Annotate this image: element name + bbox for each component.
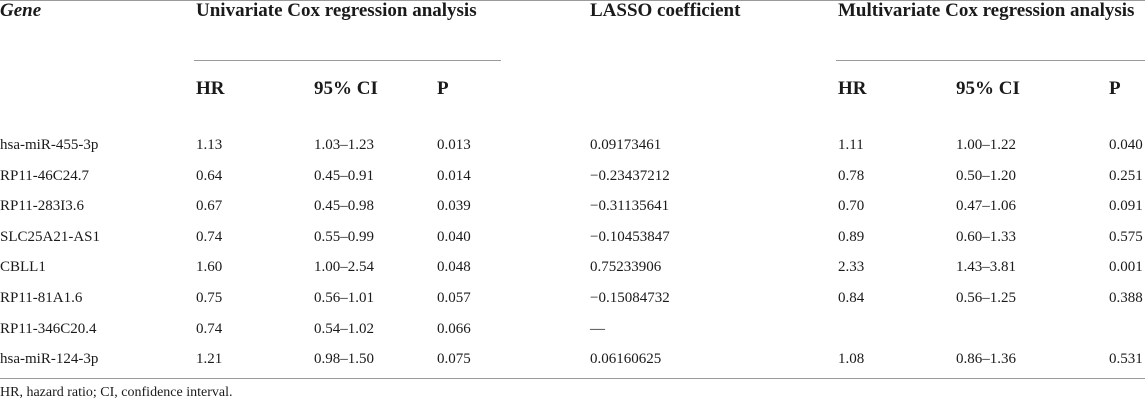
cell-uni-p: 0.066 xyxy=(437,320,471,337)
cell-uni-ci: 0.98–1.50 xyxy=(314,351,374,368)
cell-uni-hr: 1.60 xyxy=(196,259,223,276)
cell-multi-p: 0.531 xyxy=(1109,351,1143,368)
subheader-multi-ci: 95% CI xyxy=(956,78,1020,99)
cell-multi-p: 0.388 xyxy=(1109,290,1143,306)
cell-uni-hr: 0.64 xyxy=(196,167,223,184)
cell-multi-ci: 0.60–1.33 xyxy=(956,228,1016,245)
cell-multi-hr: 1.08 xyxy=(838,351,865,368)
cell-gene: RP11-283I3.6 xyxy=(0,198,85,215)
cell-uni-ci: 1.00–2.54 xyxy=(314,259,374,276)
cell-gene: SLC25A21-AS1 xyxy=(0,228,101,245)
cell-lasso: 0.75233906 xyxy=(590,259,662,276)
cell-uni-p: 0.048 xyxy=(437,259,471,276)
cell-uni-p: 0.057 xyxy=(437,290,471,306)
cell-uni-hr: 1.21 xyxy=(196,351,223,368)
cell-uni-hr: 1.13 xyxy=(196,137,223,153)
table-footnote: HR, hazard ratio; CI, confidence interva… xyxy=(0,385,233,400)
cell-multi-p: 0.040 xyxy=(1109,137,1143,153)
cell-uni-ci: 0.45–0.98 xyxy=(314,198,374,215)
subheader-uni-p: P xyxy=(437,78,449,99)
table-bottom-rule xyxy=(0,378,1145,379)
cell-multi-p: 0.001 xyxy=(1109,259,1143,276)
header-univariate: Univariate Cox regression analysis xyxy=(196,0,477,21)
cell-uni-ci: 0.55–0.99 xyxy=(314,228,374,245)
cell-uni-p: 0.013 xyxy=(437,137,471,153)
cell-multi-hr: 2.33 xyxy=(838,259,865,276)
cell-lasso: — xyxy=(590,320,605,337)
cell-gene: RP11-46C24.7 xyxy=(0,167,90,184)
cell-multi-ci: 1.00–1.22 xyxy=(956,137,1016,153)
cell-uni-hr: 0.67 xyxy=(196,198,223,215)
cell-uni-p: 0.014 xyxy=(437,167,471,184)
cell-multi-hr: 1.11 xyxy=(838,137,864,153)
univariate-span-rule xyxy=(194,60,501,61)
table-top-rule xyxy=(0,0,1145,1)
cell-uni-p: 0.075 xyxy=(437,351,471,368)
cell-multi-hr: 0.89 xyxy=(838,228,865,245)
subheader-multi-p: P xyxy=(1109,78,1121,99)
cell-uni-p: 0.040 xyxy=(437,228,471,245)
cell-uni-p: 0.039 xyxy=(437,198,471,215)
header-lasso: LASSO coefficient xyxy=(590,0,741,21)
cell-lasso: −0.31135641 xyxy=(590,198,670,215)
cell-gene: hsa-miR-124-3p xyxy=(0,351,99,368)
header-multivariate: Multivariate Cox regression analysis xyxy=(838,0,1135,21)
cell-lasso: 0.09173461 xyxy=(590,137,662,153)
cell-uni-hr: 0.74 xyxy=(196,228,223,245)
cell-lasso: −0.15084732 xyxy=(590,290,670,306)
cell-uni-ci: 0.45–0.91 xyxy=(314,167,374,184)
cell-multi-ci: 0.50–1.20 xyxy=(956,167,1016,184)
cell-multi-p: 0.575 xyxy=(1109,228,1143,245)
cell-multi-hr: 0.84 xyxy=(838,290,865,306)
cell-uni-ci: 0.54–1.02 xyxy=(314,320,374,337)
header-gene: Gene xyxy=(0,0,42,21)
cell-uni-hr: 0.75 xyxy=(196,290,223,306)
cell-multi-hr: 0.70 xyxy=(838,198,865,215)
cell-multi-p: 0.251 xyxy=(1109,167,1143,184)
cell-gene: hsa-miR-455-3p xyxy=(0,137,99,153)
cell-uni-ci: 0.56–1.01 xyxy=(314,290,374,306)
cell-multi-ci: 1.43–3.81 xyxy=(956,259,1016,276)
cell-multi-ci: 0.47–1.06 xyxy=(956,198,1016,215)
cell-multi-p: 0.091 xyxy=(1109,198,1143,215)
cell-multi-hr: 0.78 xyxy=(838,167,865,184)
subheader-multi-hr: HR xyxy=(838,78,867,99)
subheader-uni-ci: 95% CI xyxy=(314,78,378,99)
cell-lasso: −0.23437212 xyxy=(590,167,670,184)
cell-uni-ci: 1.03–1.23 xyxy=(314,137,374,153)
subheader-uni-hr: HR xyxy=(196,78,225,99)
cell-uni-hr: 0.74 xyxy=(196,320,223,337)
multivariate-span-rule xyxy=(836,60,1145,61)
cell-lasso: −0.10453847 xyxy=(590,228,670,245)
cell-gene: RP11-346C20.4 xyxy=(0,320,97,337)
cell-lasso: 0.06160625 xyxy=(590,351,662,368)
cell-multi-ci: 0.56–1.25 xyxy=(956,290,1016,306)
cell-gene: RP11-81A1.6 xyxy=(0,290,83,306)
cell-multi-ci: 0.86–1.36 xyxy=(956,351,1016,368)
cell-gene: CBLL1 xyxy=(0,259,46,276)
